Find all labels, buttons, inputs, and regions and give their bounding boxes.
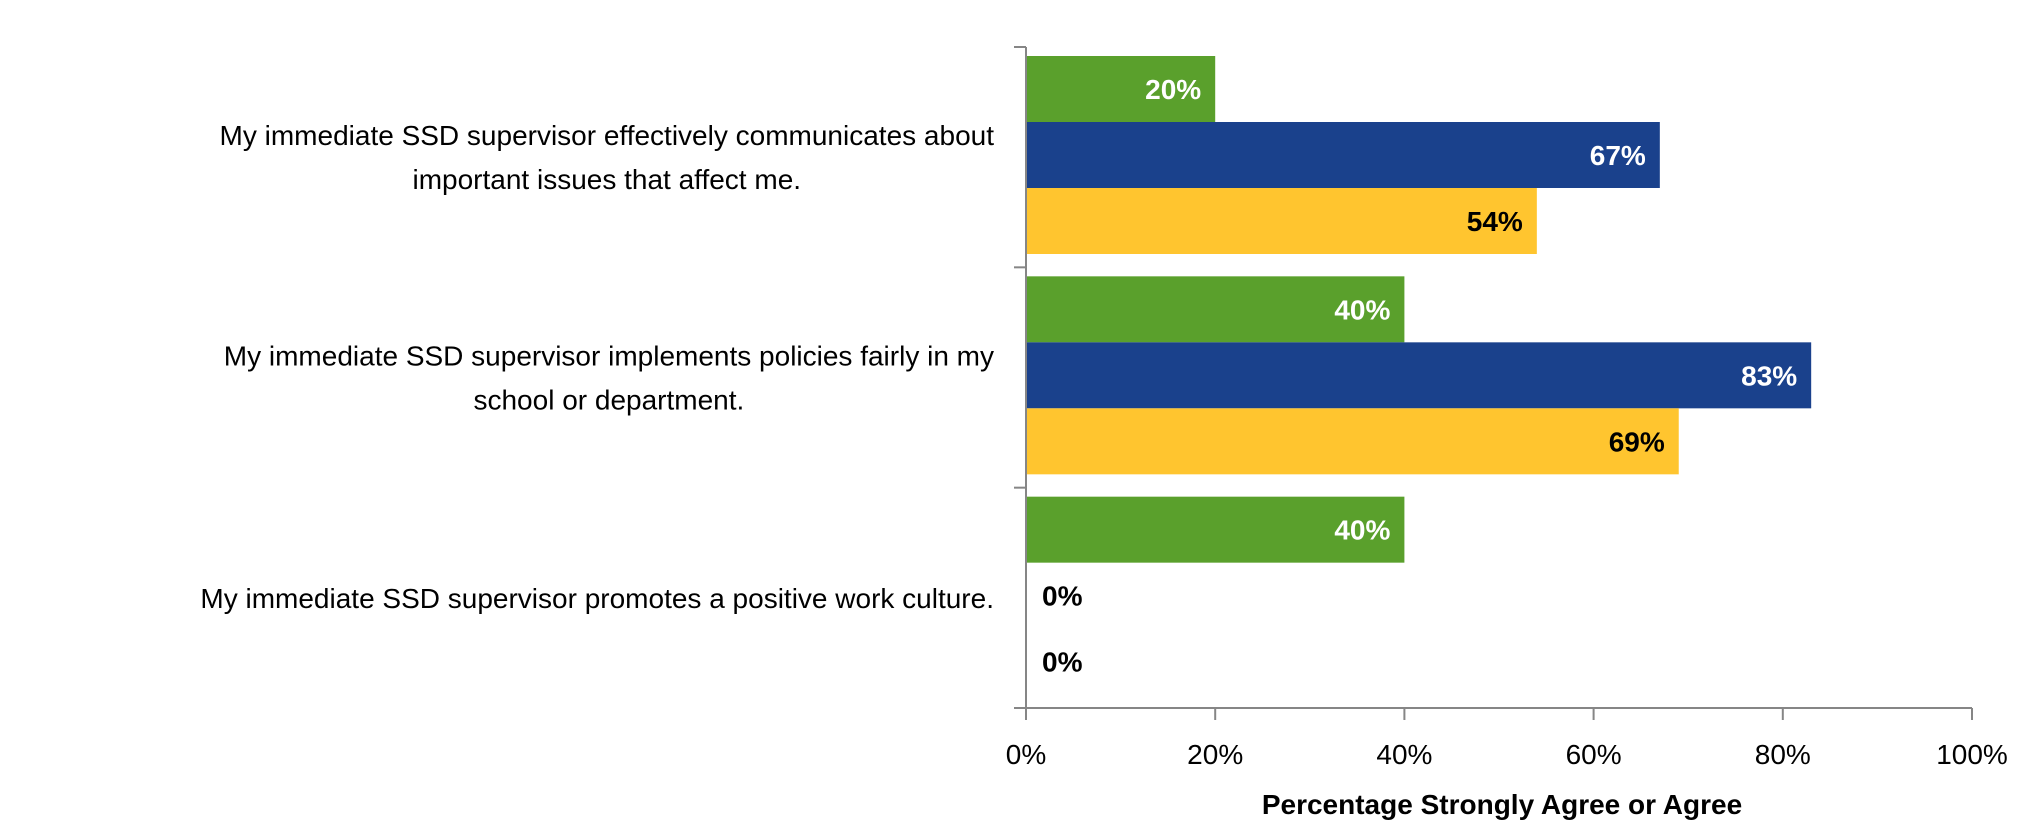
bar-label-s0-c1: 40% bbox=[1334, 294, 1390, 325]
bar-s2-c0 bbox=[1026, 188, 1537, 254]
x-tick-label-3: 60% bbox=[1566, 739, 1622, 770]
labels: 20% 40% 40% 67% 83% 0% 54% 69% 0% 0% 20% 40% 60% 80% 1… bbox=[200, 74, 2007, 770]
bar-label-s2-c2: 0% bbox=[1042, 647, 1083, 678]
axes bbox=[1014, 46, 1973, 720]
bars bbox=[1026, 56, 1812, 563]
bar-s1-c0 bbox=[1026, 122, 1660, 188]
x-tick-label-1: 20% bbox=[1187, 739, 1243, 770]
category-label-1: My immediate SSD supervisor implements p… bbox=[224, 341, 994, 416]
category-label-2: My immediate SSD supervisor promotes a p… bbox=[200, 583, 994, 614]
bar-label-s1-c2: 0% bbox=[1042, 581, 1083, 612]
x-tick-label-4: 80% bbox=[1755, 739, 1811, 770]
bar-s0-c0 bbox=[1026, 56, 1216, 122]
bar-s0-c2 bbox=[1026, 496, 1405, 563]
x-tick-label-2: 40% bbox=[1376, 739, 1432, 770]
category-label-0-line-0: My immediate SSD supervisor effectively … bbox=[220, 120, 995, 151]
bar-label-s2-c0: 54% bbox=[1467, 206, 1523, 237]
bar-label-s1-c0: 67% bbox=[1590, 140, 1646, 171]
x-axis-title: Percentage Strongly Agree or Agree bbox=[1262, 789, 1742, 820]
category-label-1-line-0: My immediate SSD supervisor implements p… bbox=[224, 341, 994, 372]
bar-label-s2-c1: 69% bbox=[1609, 426, 1665, 457]
bar-label-s1-c1: 83% bbox=[1741, 360, 1797, 391]
x-tick-label-5: 100% bbox=[1936, 739, 2008, 770]
bar-label-s0-c2: 40% bbox=[1334, 515, 1390, 546]
category-label-0: My immediate SSD supervisor effectively … bbox=[220, 120, 995, 195]
bar-s0-c1 bbox=[1026, 276, 1405, 343]
bar-s1-c1 bbox=[1026, 342, 1812, 409]
category-label-1-line-1: school or department. bbox=[473, 385, 744, 416]
bar-label-s0-c0: 20% bbox=[1145, 74, 1201, 105]
x-tick-label-0: 0% bbox=[1006, 739, 1046, 770]
category-label-2-line-0: My immediate SSD supervisor promotes a p… bbox=[200, 583, 994, 614]
category-label-0-line-1: important issues that affect me. bbox=[412, 164, 801, 195]
bar-s2-c1 bbox=[1026, 408, 1679, 475]
